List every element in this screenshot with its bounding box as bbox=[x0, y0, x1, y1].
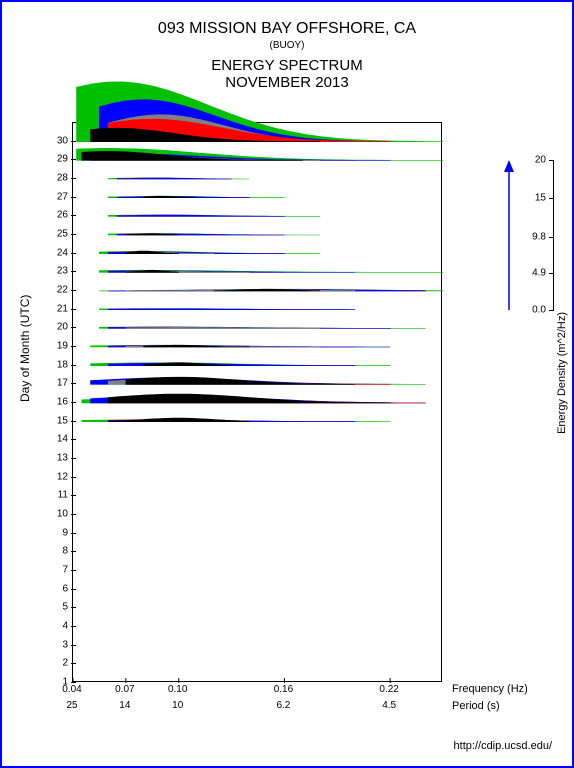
x-tick-freq: 0.10 bbox=[168, 684, 187, 695]
y-tick-mark bbox=[71, 253, 76, 254]
spectra-svg bbox=[73, 123, 441, 681]
chart-titles: 093 MISSION BAY OFFSHORE, CA (BUOY) ENER… bbox=[2, 20, 572, 91]
legend-tick-mark bbox=[549, 273, 554, 274]
y-tick-label: 21 bbox=[52, 303, 68, 314]
y-tick-label: 29 bbox=[52, 154, 68, 165]
plot-area bbox=[72, 122, 442, 682]
y-tick-mark bbox=[71, 439, 76, 440]
y-tick-mark bbox=[71, 197, 76, 198]
y-tick-label: 9 bbox=[52, 527, 68, 538]
spectrum-trace bbox=[108, 394, 390, 403]
y-tick-label: 8 bbox=[52, 546, 68, 557]
y-tick-label: 11 bbox=[52, 490, 68, 501]
legend-tick-mark bbox=[549, 160, 554, 161]
spectrum-trace bbox=[117, 215, 284, 216]
y-tick-label: 28 bbox=[52, 173, 68, 184]
y-tick-mark bbox=[71, 290, 76, 291]
legend-axis-line bbox=[553, 160, 554, 310]
y-axis-label: Day of Month (UTC) bbox=[18, 295, 32, 402]
y-tick-label: 25 bbox=[52, 229, 68, 240]
y-tick-label: 10 bbox=[52, 509, 68, 520]
x-tick-period: 25 bbox=[66, 700, 77, 711]
y-tick-mark bbox=[71, 234, 76, 235]
x-tick-period: 6.2 bbox=[276, 700, 290, 711]
y-tick-mark bbox=[71, 346, 76, 347]
y-tick-label: 5 bbox=[52, 602, 68, 613]
y-tick-mark bbox=[71, 309, 76, 310]
y-tick-label: 15 bbox=[52, 415, 68, 426]
y-tick-mark bbox=[71, 645, 76, 646]
x-tick-period: 4.5 bbox=[382, 700, 396, 711]
y-tick-mark bbox=[71, 551, 76, 552]
legend-tick-label: 9.8 bbox=[532, 231, 546, 242]
y-tick-mark bbox=[71, 514, 76, 515]
y-tick-label: 30 bbox=[52, 135, 68, 146]
y-tick-mark bbox=[71, 421, 76, 422]
legend: Energy Density (m^2/Hz) 0.04.99.81520 bbox=[496, 160, 554, 310]
x-tick-period: 10 bbox=[172, 700, 183, 711]
legend-tick-mark bbox=[549, 237, 554, 238]
legend-arrow-svg bbox=[502, 160, 516, 310]
y-tick-mark bbox=[71, 365, 76, 366]
legend-tick-label: 0.0 bbox=[532, 305, 546, 316]
legend-tick-label: 4.9 bbox=[532, 268, 546, 279]
y-tick-mark bbox=[71, 383, 76, 384]
spectrum-trace bbox=[117, 178, 232, 179]
y-tick-label: 1 bbox=[52, 677, 68, 688]
y-tick-mark bbox=[71, 663, 76, 664]
x-axis-title-period: Period (s) bbox=[452, 700, 500, 712]
y-tick-label: 6 bbox=[52, 583, 68, 594]
title-source: (BUOY) bbox=[2, 40, 572, 51]
y-tick-mark bbox=[71, 533, 76, 534]
y-tick-mark bbox=[71, 570, 76, 571]
legend-tick-mark bbox=[549, 310, 554, 311]
y-tick-mark bbox=[71, 682, 76, 683]
legend-arrow bbox=[502, 160, 516, 310]
x-tick-freq: 0.22 bbox=[379, 684, 398, 695]
y-tick-mark bbox=[71, 626, 76, 627]
y-tick-mark bbox=[71, 607, 76, 608]
x-axis-title-freq: Frequency (Hz) bbox=[452, 683, 528, 695]
y-tick-mark bbox=[71, 271, 76, 272]
y-tick-label: 22 bbox=[52, 285, 68, 296]
y-tick-label: 18 bbox=[52, 359, 68, 370]
y-tick-mark bbox=[71, 327, 76, 328]
y-tick-mark bbox=[71, 141, 76, 142]
y-tick-label: 20 bbox=[52, 322, 68, 333]
y-tick-mark bbox=[71, 589, 76, 590]
x-tick-period: 14 bbox=[119, 700, 130, 711]
y-tick-label: 16 bbox=[52, 397, 68, 408]
y-tick-mark bbox=[71, 458, 76, 459]
y-tick-label: 26 bbox=[52, 210, 68, 221]
y-tick-label: 14 bbox=[52, 434, 68, 445]
y-tick-label: 27 bbox=[52, 191, 68, 202]
legend-tick-label: 15 bbox=[535, 192, 546, 203]
spectrum-trace bbox=[108, 309, 355, 310]
y-tick-mark bbox=[71, 215, 76, 216]
y-tick-label: 23 bbox=[52, 266, 68, 277]
y-tick-label: 2 bbox=[52, 658, 68, 669]
y-tick-label: 17 bbox=[52, 378, 68, 389]
y-tick-mark bbox=[71, 178, 76, 179]
x-tick-freq: 0.07 bbox=[115, 684, 134, 695]
y-tick-label: 13 bbox=[52, 453, 68, 464]
y-tick-label: 7 bbox=[52, 565, 68, 576]
y-tick-mark bbox=[71, 495, 76, 496]
y-tick-label: 4 bbox=[52, 621, 68, 632]
legend-tick-label: 20 bbox=[535, 155, 546, 166]
y-tick-mark bbox=[71, 402, 76, 403]
legend-label: Energy Density (m^2/Hz) bbox=[556, 312, 568, 434]
y-tick-label: 19 bbox=[52, 341, 68, 352]
title-product: ENERGY SPECTRUM bbox=[2, 57, 572, 74]
y-tick-label: 3 bbox=[52, 639, 68, 650]
x-tick-freq: 0.16 bbox=[274, 684, 293, 695]
y-tick-mark bbox=[71, 159, 76, 160]
y-tick-label: 12 bbox=[52, 471, 68, 482]
chart-frame: 093 MISSION BAY OFFSHORE, CA (BUOY) ENER… bbox=[0, 0, 574, 768]
y-tick-label: 24 bbox=[52, 247, 68, 258]
title-station: 093 MISSION BAY OFFSHORE, CA bbox=[2, 20, 572, 38]
credit-url: http://cdip.ucsd.edu/ bbox=[454, 740, 552, 752]
y-tick-mark bbox=[71, 477, 76, 478]
legend-tick-mark bbox=[549, 198, 554, 199]
